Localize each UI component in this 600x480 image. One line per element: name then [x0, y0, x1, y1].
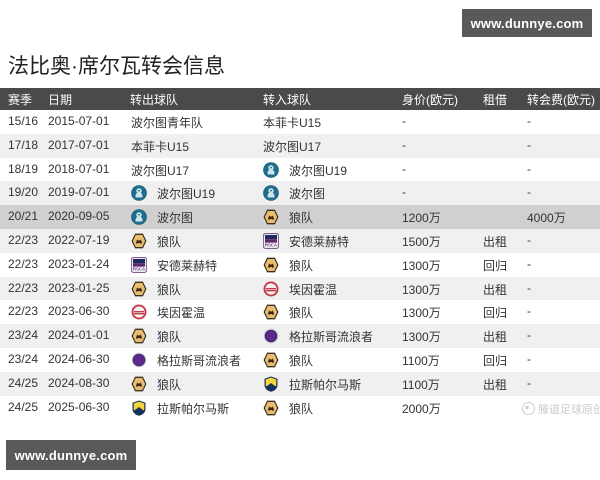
svg-text:RSCA: RSCA — [133, 266, 145, 271]
svg-text:RSCA: RSCA — [265, 242, 277, 247]
